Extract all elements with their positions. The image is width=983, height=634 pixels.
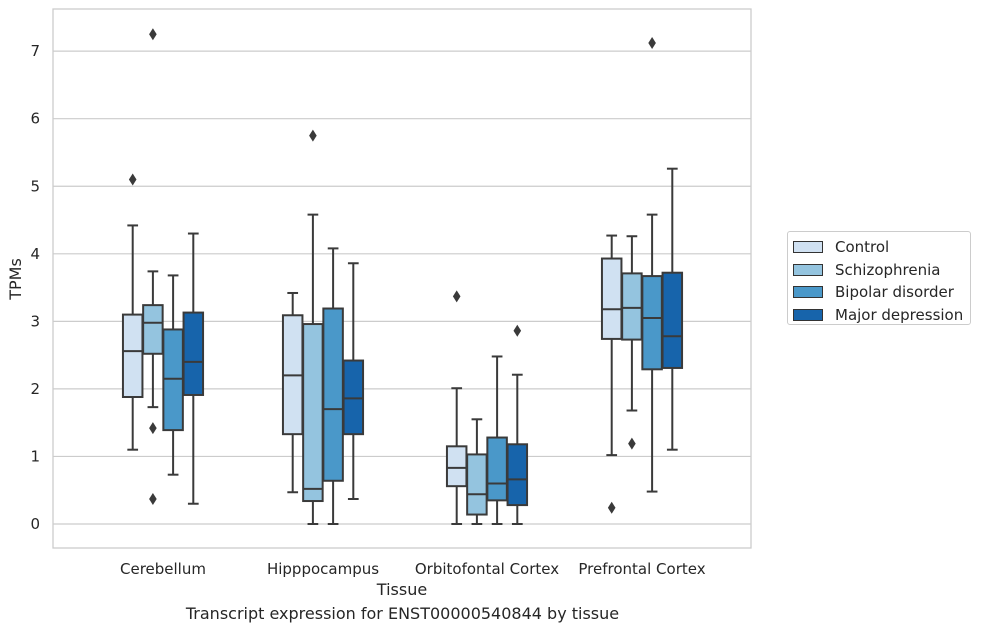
y-axis-title: TPMs	[6, 258, 25, 301]
outlier-point	[128, 173, 137, 186]
plot-frame	[52, 8, 752, 549]
box-schizophrenia	[466, 418, 488, 525]
box-iqr	[486, 436, 508, 502]
box-bipolar-disorder	[322, 247, 344, 525]
box-iqr	[621, 272, 643, 341]
box-schizophrenia	[621, 235, 643, 450]
box-control	[600, 234, 623, 514]
y-tick-label: 7	[30, 42, 40, 60]
outlier-point	[149, 493, 157, 506]
y-tick-label: 1	[30, 447, 40, 465]
box-iqr	[322, 307, 344, 482]
x-tick-label: Orbitofontal Cortex	[415, 560, 559, 578]
box-schizophrenia	[302, 129, 324, 525]
y-tick-label: 4	[30, 245, 40, 263]
box-control	[121, 173, 144, 451]
y-tick-label: 0	[30, 515, 40, 533]
legend-item: Control	[788, 236, 970, 259]
outlier-point	[149, 28, 157, 41]
legend-swatch	[793, 286, 823, 299]
box-iqr	[162, 328, 184, 432]
box-bipolar-disorder	[486, 355, 508, 525]
box-iqr	[445, 445, 468, 488]
x-tick-label: Cerebellum	[120, 560, 206, 578]
y-tick-label: 5	[30, 177, 40, 195]
x-axis-title: Tissue	[376, 580, 427, 599]
y-tick-labels: 0 1 2 3 4 5 6 7	[30, 42, 40, 533]
outlier-point	[309, 129, 317, 142]
box-major-depression	[182, 232, 205, 505]
legend-item: Schizophrenia	[788, 259, 970, 282]
legend-swatch	[793, 241, 823, 254]
y-tick-label: 2	[30, 380, 40, 398]
outlier-point	[149, 422, 157, 435]
legend-label: Bipolar disorder	[835, 283, 954, 302]
box-schizophrenia	[142, 28, 164, 506]
outlier-point	[607, 501, 616, 514]
legend-label: Major depression	[835, 305, 964, 324]
box-iqr	[641, 275, 663, 371]
box-iqr	[600, 257, 623, 340]
legend-item: Bipolar disorder	[788, 281, 970, 304]
outlier-point	[452, 290, 461, 303]
box-groups	[121, 28, 684, 525]
box-iqr	[121, 313, 144, 399]
box-bipolar-disorder	[162, 274, 184, 476]
box-control	[281, 291, 304, 494]
legend-label: Control	[835, 238, 890, 257]
x-tick-label: Hipppocampus	[267, 560, 379, 578]
legend-item: Major depression	[788, 304, 970, 327]
legend-swatch	[793, 263, 823, 276]
outlier-point	[648, 37, 656, 50]
legend-label: Schizophrenia	[835, 260, 941, 279]
x-tick-label: Prefrontal Cortex	[578, 560, 705, 578]
legend: Control Schizophrenia Bipolar disorder Majo…	[787, 231, 971, 325]
box-iqr	[466, 453, 488, 516]
y-tick-label: 3	[30, 312, 40, 330]
box-iqr	[302, 323, 324, 503]
chart-caption: Transcript expression for ENST0000054084…	[185, 604, 620, 623]
box-major-depression	[342, 262, 365, 501]
x-tick-labels: Cerebellum Hipppocampus Orbitofontal Corte…	[120, 560, 706, 578]
box-iqr	[182, 311, 205, 396]
box-iqr	[342, 359, 365, 436]
box-major-depression	[661, 167, 684, 451]
box-bipolar-disorder	[641, 37, 663, 493]
box-major-depression	[506, 324, 529, 525]
box-iqr	[506, 443, 529, 507]
outlier-point	[513, 324, 522, 337]
outlier-point	[628, 437, 636, 450]
legend-swatch	[793, 308, 823, 321]
box-iqr	[142, 304, 164, 355]
box-control	[445, 290, 468, 525]
y-tick-label: 6	[30, 110, 40, 128]
box-iqr	[661, 271, 684, 369]
